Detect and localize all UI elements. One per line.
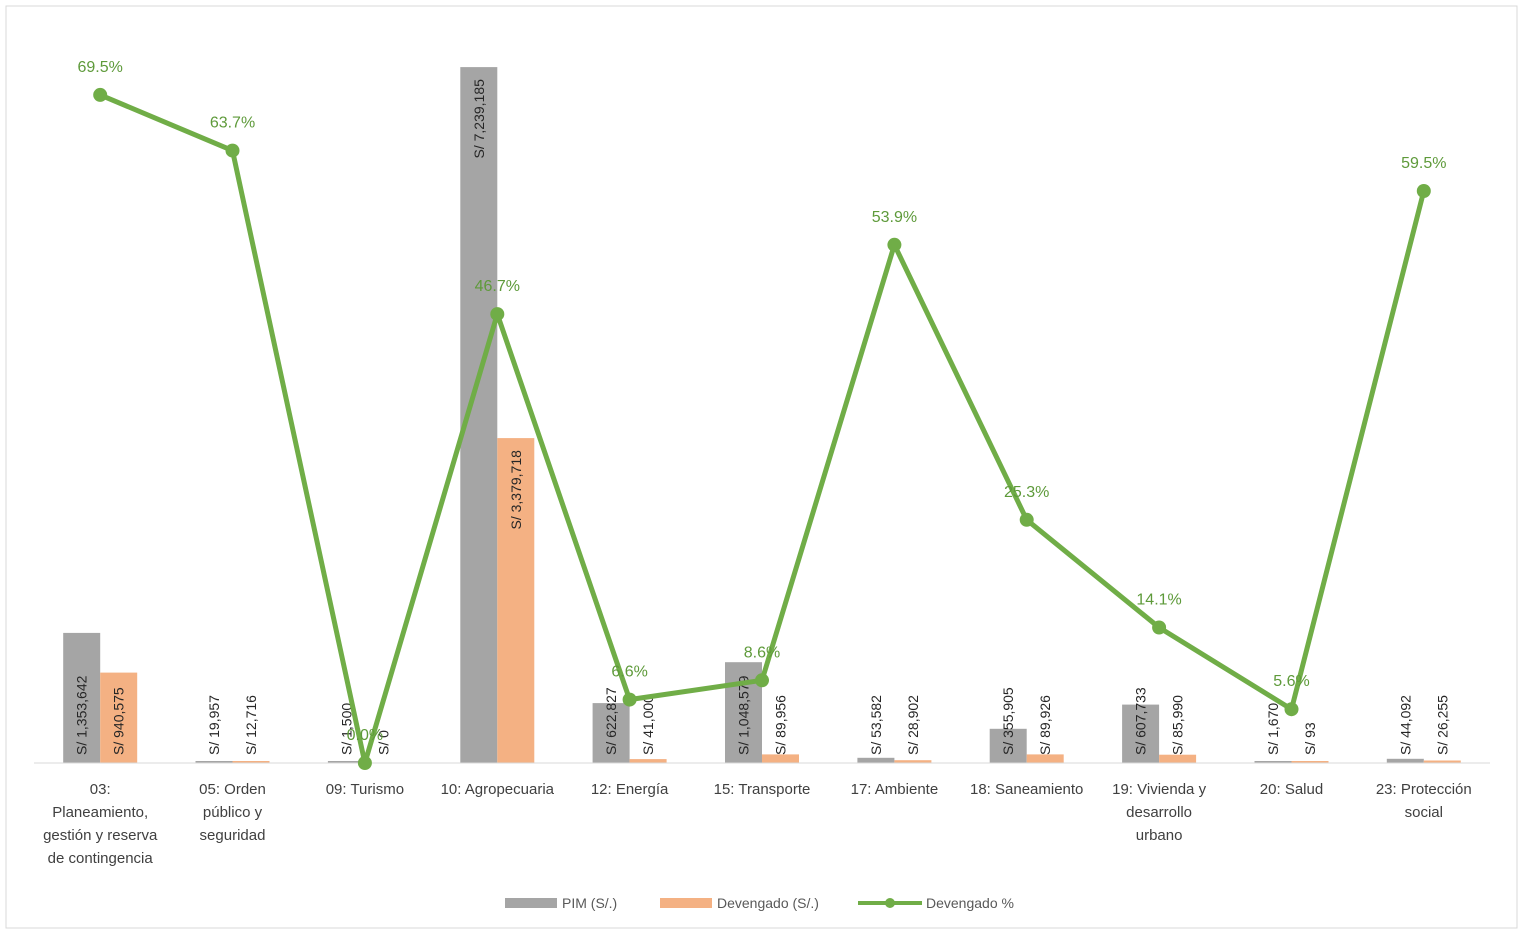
point-devengado-pct-0 bbox=[93, 87, 108, 102]
pct-label-5: 8.6% bbox=[744, 644, 780, 661]
bar-devengado-6 bbox=[894, 760, 932, 763]
category-label-0: 03: Planeamiento, gestión y reserva de cont… bbox=[43, 781, 158, 867]
bar-pim-1 bbox=[195, 761, 233, 763]
bar-devengado-10 bbox=[1423, 760, 1461, 763]
pct-label-9: 5.6% bbox=[1273, 673, 1309, 690]
bar-label-devengado-10: S/ 26,255 bbox=[1434, 695, 1450, 755]
point-devengado-pct-6 bbox=[887, 237, 902, 252]
pct-label-6: 53.9% bbox=[872, 209, 917, 226]
pct-label-4: 6.6% bbox=[611, 664, 647, 681]
category-label-6: 17: Ambiente bbox=[851, 781, 939, 798]
category-label-7: 18: Saneamiento bbox=[970, 781, 1083, 798]
bar-pim-2 bbox=[327, 761, 365, 763]
bar-label-devengado-7: S/ 89,926 bbox=[1037, 695, 1053, 755]
bar-label-devengado-8: S/ 85,990 bbox=[1170, 695, 1186, 755]
bar-devengado-3 bbox=[497, 438, 535, 763]
bar-label-devengado-6: S/ 28,902 bbox=[905, 695, 921, 755]
category-labels: 03: Planeamiento, gestión y reserva de cont… bbox=[43, 781, 1472, 867]
bar-labels-layer: S/ 1,353,642 S/ 940,575 S/ 19,957 S/ 12,716… bbox=[74, 79, 1451, 755]
bar-label-devengado-4: S/ 41,000 bbox=[640, 695, 656, 755]
bar-label-pim-9: S/ 1,670 bbox=[1265, 703, 1281, 755]
bar-pim-4 bbox=[592, 703, 630, 763]
legend-label-pim: PIM (S/.) bbox=[562, 895, 617, 911]
pct-label-10: 59.5% bbox=[1401, 155, 1446, 172]
pct-label-2: 0.0% bbox=[347, 727, 383, 744]
bar-devengado-8 bbox=[1159, 754, 1197, 763]
category-label-8: 19: Vivienda y desarrollo urbano bbox=[1112, 781, 1206, 844]
bar-label-pim-10: S/ 44,092 bbox=[1397, 695, 1413, 755]
bar-label-pim-7: S/ 355,905 bbox=[1000, 687, 1016, 755]
category-label-5: 15: Transporte bbox=[714, 781, 811, 798]
bar-devengado-0 bbox=[100, 672, 138, 763]
bar-pim-0 bbox=[63, 632, 101, 763]
bar-label-devengado-0: S/ 940,575 bbox=[111, 687, 127, 755]
bar-label-pim-2: S/ 1,500 bbox=[338, 703, 354, 755]
bar-label-devengado-2: S/ 0 bbox=[375, 730, 391, 755]
point-devengado-pct-3 bbox=[490, 307, 505, 322]
bar-pim-9 bbox=[1254, 761, 1292, 763]
category-label-4: 12: Energía bbox=[591, 781, 669, 798]
bar-devengado-1 bbox=[232, 761, 270, 763]
bar-label-devengado-1: S/ 12,716 bbox=[243, 695, 259, 755]
category-label-2: 09: Turismo bbox=[326, 781, 404, 798]
line-layer: 69.5% 63.7% 0.0% 46.7% 6.6% 8.6% 53.9% 25.3% 14.… bbox=[78, 59, 1446, 770]
bar-label-pim-3: S/ 7,239,185 bbox=[471, 79, 487, 159]
bar-pim-7 bbox=[989, 728, 1027, 763]
legend: PIM (S/.) Devengado (S/.) Devengado % bbox=[505, 895, 1014, 911]
pct-label-8: 14.1% bbox=[1136, 592, 1181, 609]
bar-label-devengado-3: S/ 3,379,718 bbox=[508, 450, 524, 530]
bar-label-pim-5: S/ 1,048,579 bbox=[736, 675, 752, 755]
bar-label-devengado-5: S/ 89,956 bbox=[773, 695, 789, 755]
pct-label-1: 63.7% bbox=[210, 115, 255, 132]
bar-label-pim-1: S/ 19,957 bbox=[206, 695, 222, 755]
category-label-9: 20: Salud bbox=[1260, 781, 1323, 798]
point-devengado-pct-1 bbox=[225, 143, 240, 158]
bar-pim-6 bbox=[857, 757, 895, 763]
bar-label-devengado-9: S/ 93 bbox=[1302, 722, 1318, 755]
pct-label-0: 69.5% bbox=[78, 59, 123, 76]
category-label-10: 23: Protección social bbox=[1376, 781, 1472, 821]
category-label-1: 05: Orden público y seguridad bbox=[199, 781, 266, 844]
pct-label-7: 25.3% bbox=[1004, 484, 1049, 501]
bar-label-pim-8: S/ 607,733 bbox=[1133, 687, 1149, 755]
bar-devengado-4 bbox=[629, 759, 667, 763]
category-label-3: 10: Agropecuaria bbox=[441, 781, 555, 798]
point-devengado-pct-7 bbox=[1019, 512, 1034, 527]
legend-marker-devengado-pct bbox=[885, 898, 895, 908]
point-devengado-pct-8 bbox=[1152, 620, 1167, 635]
legend-swatch-pim bbox=[505, 898, 557, 908]
chart-border bbox=[5, 5, 1518, 929]
bar-label-pim-4: S/ 622,827 bbox=[603, 687, 619, 755]
point-devengado-pct-5 bbox=[755, 673, 769, 688]
legend-label-devengado: Devengado (S/.) bbox=[717, 895, 819, 911]
bar-devengado-9 bbox=[1291, 761, 1329, 763]
bar-label-pim-6: S/ 53,582 bbox=[868, 695, 884, 755]
point-devengado-pct-2 bbox=[357, 756, 372, 770]
legend-label-devengado-pct: Devengado % bbox=[926, 895, 1014, 911]
bar-pim-8 bbox=[1122, 704, 1160, 763]
point-devengado-pct-4 bbox=[622, 692, 637, 707]
bar-devengado-7 bbox=[1026, 754, 1064, 763]
pct-label-3: 46.7% bbox=[475, 278, 520, 295]
point-devengado-pct-10 bbox=[1416, 184, 1431, 198]
bar-devengado-5 bbox=[762, 754, 799, 763]
point-devengado-pct-9 bbox=[1284, 702, 1299, 717]
bar-label-pim-0: S/ 1,353,642 bbox=[74, 675, 90, 755]
legend-swatch-devengado bbox=[660, 898, 712, 908]
bar-pim-10 bbox=[1386, 758, 1424, 763]
